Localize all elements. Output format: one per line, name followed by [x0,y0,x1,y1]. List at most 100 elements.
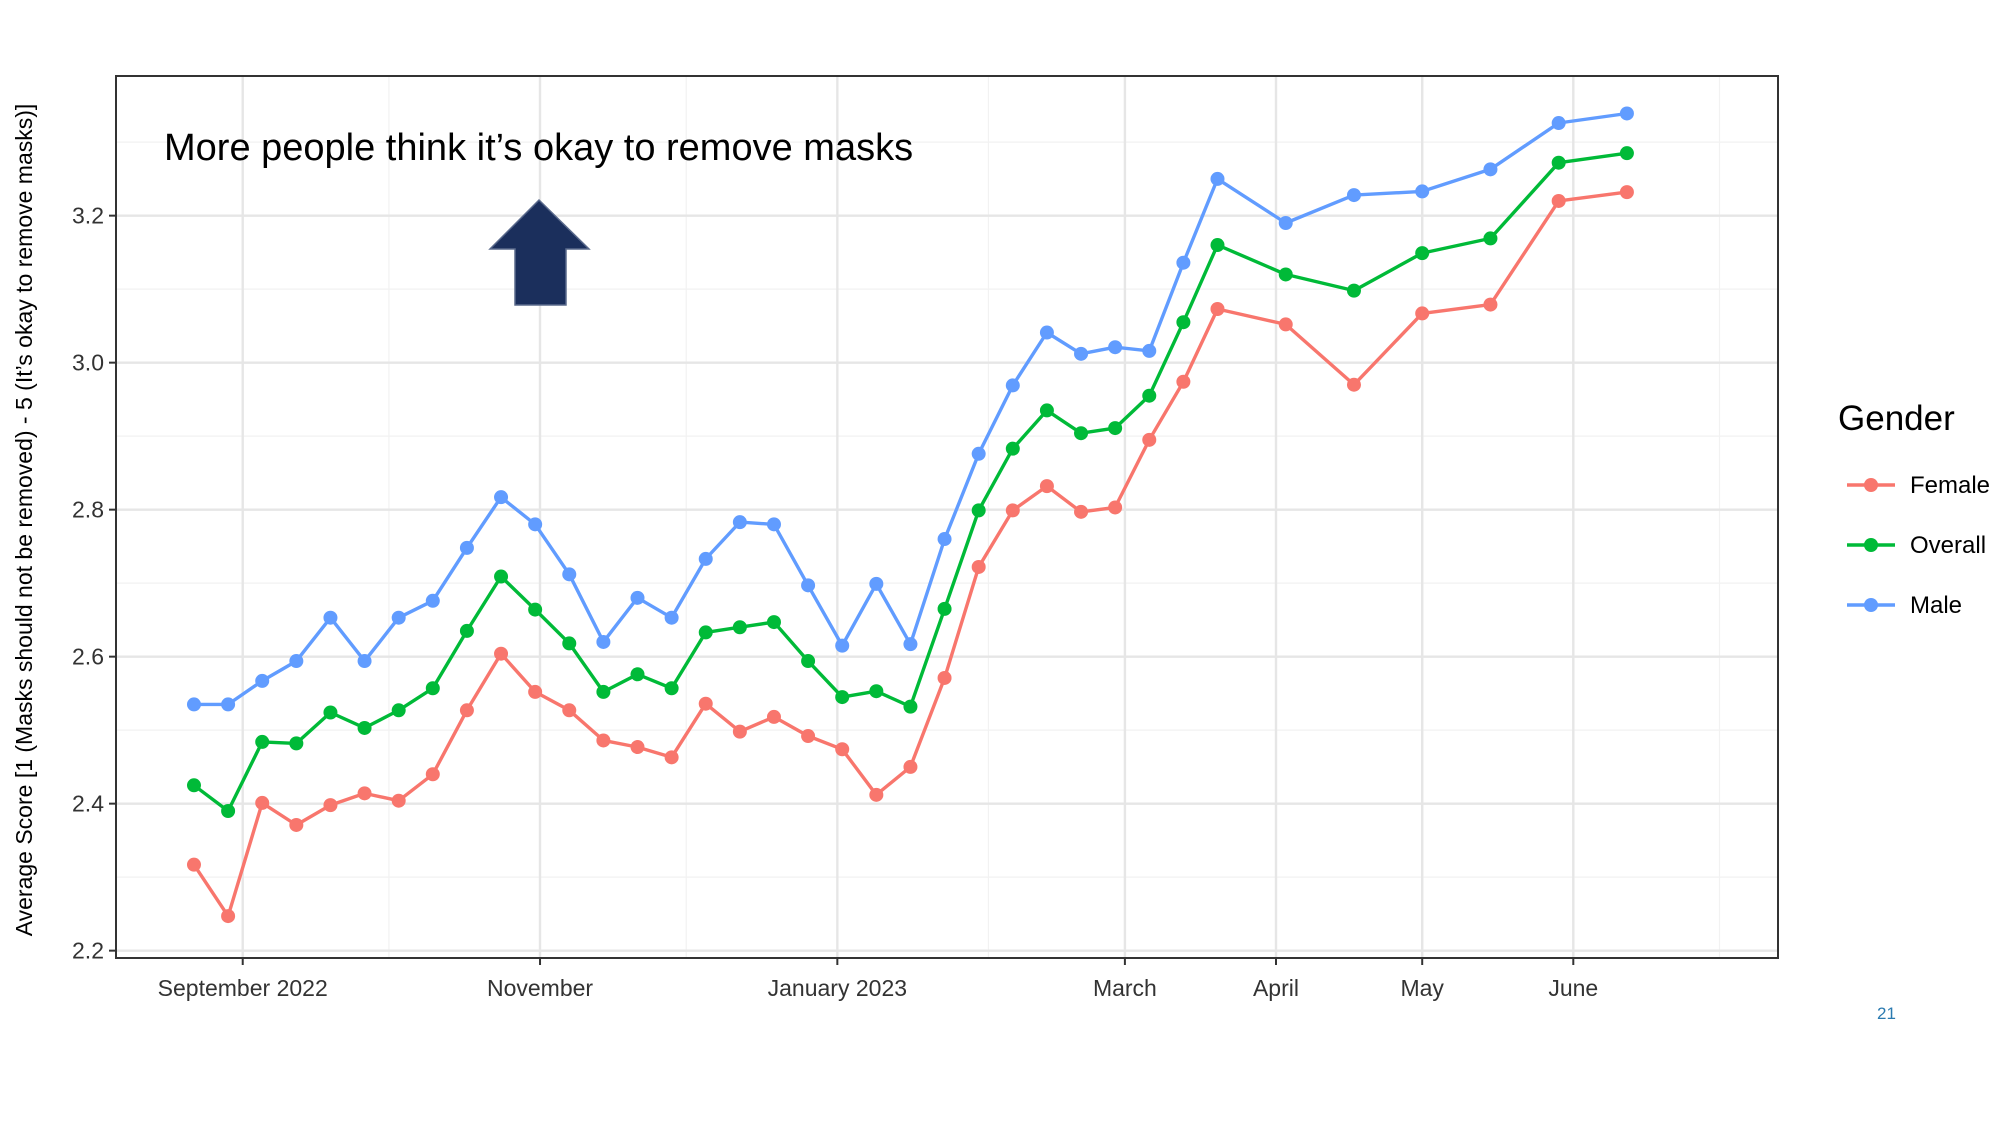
data-point-overall [562,636,577,651]
data-point-overall [1278,267,1293,282]
data-point-male [937,532,952,547]
data-point-male [1483,162,1498,177]
data-point-male [766,517,781,532]
legend-key-point-overall [1864,538,1878,552]
data-point-overall [1074,426,1089,441]
data-point-overall [1039,403,1054,418]
data-point-overall [903,699,918,714]
data-point-female [562,703,577,718]
x-tick-label: June [1548,975,1598,1001]
data-point-female [732,724,747,739]
minor-gridlines-x [388,76,1721,958]
data-point-male [1176,255,1191,270]
data-point-male [1142,343,1157,358]
x-tick-label: April [1253,975,1299,1001]
data-point-female [1551,193,1566,208]
legend-key-point-male [1864,598,1878,612]
data-point-male [221,697,236,712]
data-point-male [1005,378,1020,393]
y-tick-label: 3.2 [72,203,104,229]
legend-label-overall: Overall [1910,532,1986,559]
data-point-male [903,637,918,652]
data-point-female [289,817,304,832]
data-point-male [494,490,509,505]
data-point-overall [357,720,372,735]
data-point-female [1176,374,1191,389]
minor-gridlines-y [116,141,1778,878]
x-tick-label: March [1093,975,1157,1001]
data-point-female [1005,503,1020,518]
data-point-overall [869,684,884,699]
data-point-female [766,709,781,724]
data-point-female [1108,500,1123,515]
data-point-female [1039,479,1054,494]
data-point-overall [630,667,645,682]
legend-title: Gender [1838,399,1955,438]
data-point-female [664,750,679,765]
data-point-overall [425,681,440,696]
up-arrow-icon [488,198,591,306]
legend-item-overall: Overall [1847,532,1986,559]
data-point-overall [186,778,201,793]
legend-item-female: Female [1847,472,1990,499]
data-point-female [1142,432,1157,447]
data-point-male [971,446,986,461]
data-point-male [664,610,679,625]
data-point-female [1415,306,1430,321]
data-point-male [630,590,645,605]
data-point-male [425,593,440,608]
data-point-overall [1619,146,1634,161]
data-point-male [562,567,577,582]
data-point-female [1278,317,1293,332]
data-point-overall [494,569,509,584]
plot-panel [115,75,1779,959]
series-female [186,185,1634,924]
page-number: 21 [1877,1004,1896,1023]
data-point-female [869,787,884,802]
data-point-overall [1108,421,1123,436]
data-point-overall [1176,315,1191,330]
legend-label-male: Male [1910,592,1962,619]
data-point-male [1551,116,1566,131]
data-point-overall [1346,283,1361,298]
data-point-male [732,515,747,530]
data-point-female [1483,297,1498,312]
data-point-female [835,742,850,757]
data-point-female [801,729,816,744]
data-point-male [459,540,474,555]
data-point-overall [698,625,713,640]
data-point-overall [732,620,747,635]
legend-key-point-female [1864,478,1878,492]
data-point-male [698,551,713,566]
data-point-male [391,610,406,625]
data-point-male [1415,184,1430,199]
x-axis: September 2022 November January 2023 March A… [158,958,1598,1001]
data-point-female [1346,377,1361,392]
data-point-overall [1551,155,1566,170]
data-point-overall [596,684,611,699]
data-point-male [835,638,850,653]
data-point-overall [221,804,236,818]
data-point-overall [835,690,850,705]
data-point-overall [255,734,270,749]
legend-item-male: Male [1847,592,1962,619]
major-gridlines-y [116,214,1778,952]
data-point-female [425,767,440,782]
data-point-female [357,786,372,801]
data-point-female [221,909,236,924]
data-point-female [323,798,338,813]
data-point-male [289,654,304,669]
data-point-overall [391,703,406,718]
data-point-male [1278,216,1293,230]
y-tick-label: 2.4 [72,791,104,817]
data-point-male [1346,188,1361,203]
data-point-female [186,857,201,872]
data-point-female [494,646,509,661]
data-point-male [869,576,884,591]
data-point-overall [459,623,474,638]
data-point-female [971,559,986,574]
data-point-overall [1210,238,1225,253]
y-tick-label: 3.0 [72,350,104,376]
data-point-male [1619,106,1634,121]
